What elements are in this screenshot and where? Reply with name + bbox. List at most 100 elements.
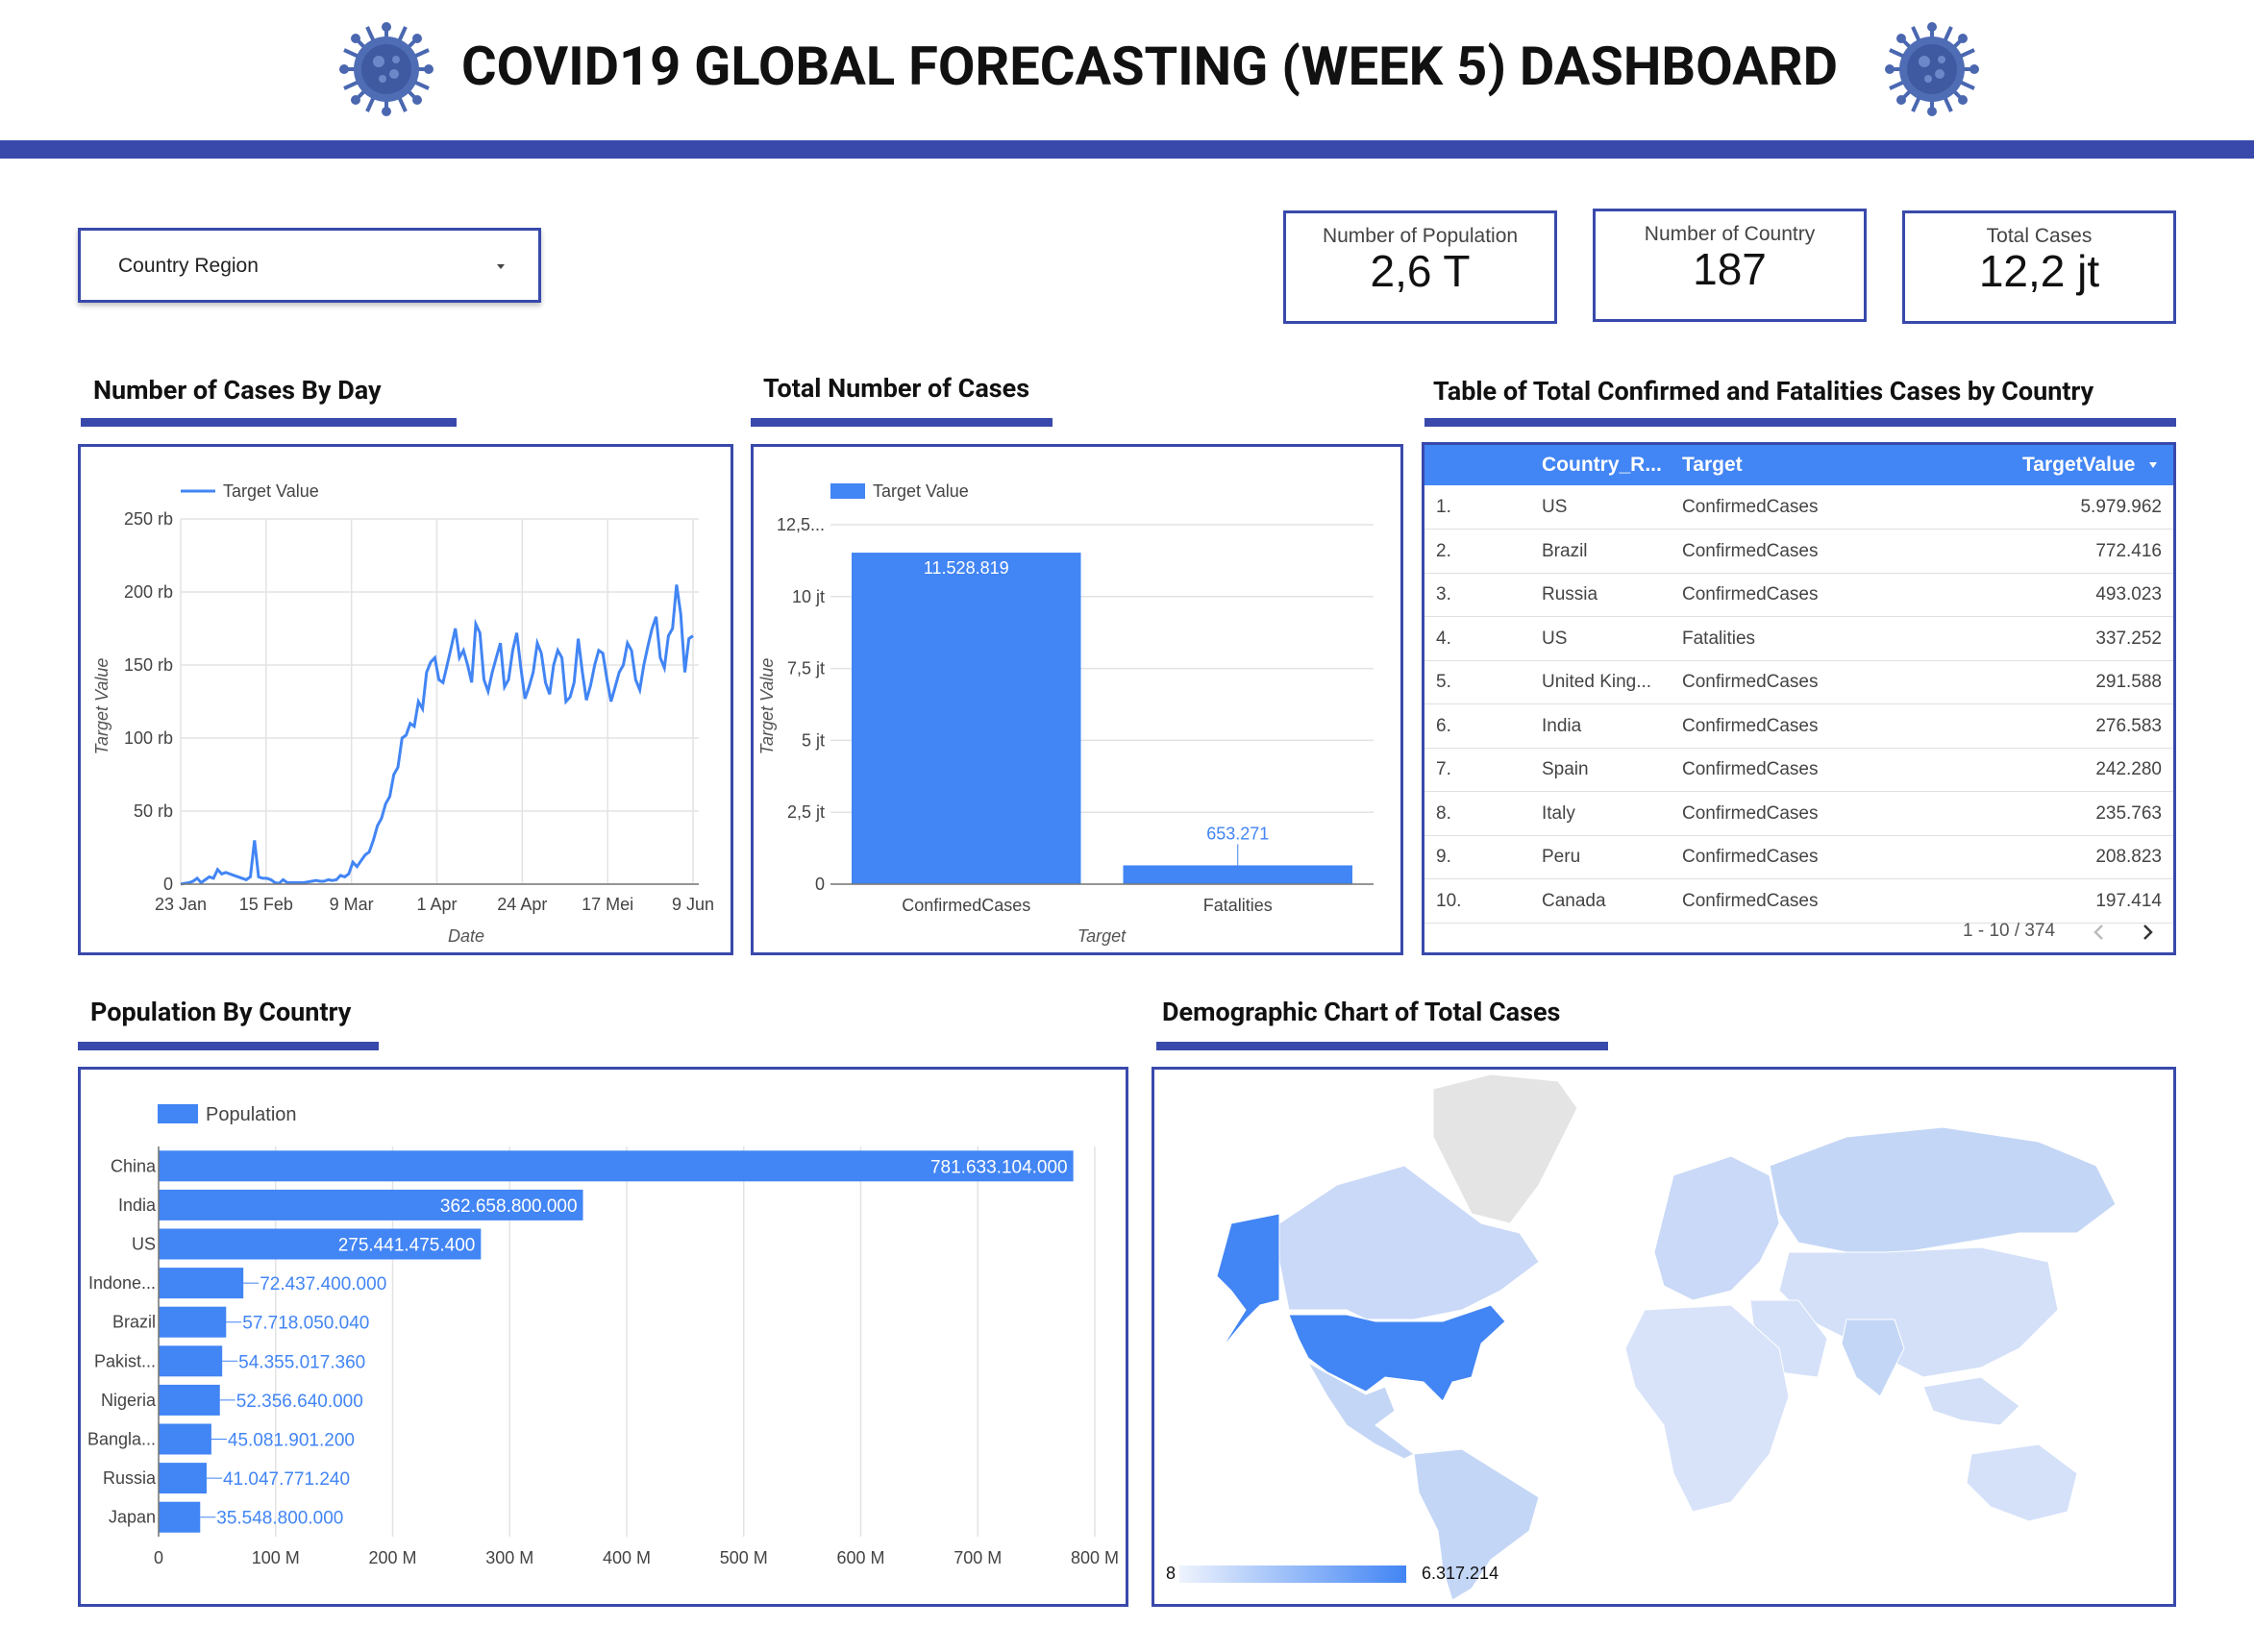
legend-label: Target Value [873, 481, 969, 501]
bar[interactable] [159, 1345, 223, 1377]
data-label: 653.271 [1206, 824, 1269, 843]
region-alaska[interactable] [1216, 1213, 1280, 1349]
bar[interactable] [159, 1423, 211, 1455]
table-row[interactable]: 6. India ConfirmedCases 276.583 [1424, 704, 2173, 749]
scorecard-value: 12,2 jt [1978, 246, 2100, 296]
table-row[interactable]: 5. United King... ConfirmedCases 291.588 [1424, 660, 2173, 704]
population-chart-panel: Population 0 100 M 200 M 300 M 400 M 500 M 600… [78, 1067, 1128, 1607]
y-tick-label: Brazil [112, 1313, 156, 1332]
cell-target: ConfirmedCases [1682, 802, 1819, 824]
section-underline [1424, 418, 2176, 427]
cell-country: US [1542, 497, 1568, 517]
region-usa[interactable] [1288, 1304, 1506, 1402]
cell-country: India [1542, 715, 1582, 736]
cell-target-value: 235.763 [2095, 802, 2162, 824]
column-header-target[interactable]: Target [1682, 454, 1743, 476]
data-label: 57.718.050.040 [242, 1314, 369, 1334]
y-tick-label: 150 rb [124, 655, 173, 675]
world-map[interactable]: 8 6.317.214 [1154, 1070, 2173, 1604]
x-tick-label: 300 M [485, 1548, 533, 1567]
bar[interactable] [159, 1268, 244, 1299]
region-mexico[interactable] [1306, 1361, 1415, 1460]
cell-country: United King... [1542, 672, 1652, 692]
region-southeast-asia[interactable] [1922, 1376, 2020, 1426]
cell-country: Russia [1542, 584, 1598, 604]
region-europe[interactable] [1653, 1155, 1780, 1301]
series-line [180, 584, 694, 886]
data-label: 35.548.800.000 [216, 1509, 343, 1529]
bar[interactable] [159, 1150, 1074, 1182]
region-africa[interactable] [1624, 1304, 1790, 1513]
section-underline [81, 418, 457, 427]
next-page-icon[interactable] [2139, 922, 2156, 943]
population-chart[interactable]: Population 0 100 M 200 M 300 M 400 M 500 M 600… [81, 1070, 1126, 1604]
cell-target: ConfirmedCases [1682, 540, 1819, 561]
table-row[interactable]: 9. Peru ConfirmedCases 208.823 [1424, 835, 2173, 879]
cell-target-value: 276.583 [2095, 715, 2162, 736]
y-tick-label: 250 rb [124, 509, 173, 529]
x-axis-title: Target [1077, 926, 1127, 946]
section-title-cases-by-day: Number of Cases By Day [93, 375, 382, 406]
y-tick-label: 2,5 jt [787, 802, 825, 822]
x-tick-label: 1 Apr [416, 895, 457, 914]
previous-page-icon[interactable] [2091, 922, 2108, 943]
table-row[interactable]: 7. Spain ConfirmedCases 242.280 [1424, 748, 2173, 792]
x-tick-label: 700 M [954, 1548, 1002, 1567]
bar[interactable] [159, 1306, 227, 1338]
region-canada[interactable] [1278, 1165, 1540, 1320]
region-russia[interactable] [1769, 1126, 2117, 1253]
y-tick-label: 100 rb [124, 728, 173, 748]
cell-country: Peru [1542, 847, 1581, 867]
region-greenland[interactable] [1432, 1073, 1578, 1224]
row-index: 6. [1436, 715, 1451, 736]
bar[interactable] [1123, 865, 1353, 884]
section-underline [78, 1042, 379, 1050]
region-south-america[interactable] [1413, 1448, 1540, 1601]
table-row[interactable]: 10. Canada ConfirmedCases 197.414 [1424, 879, 2173, 924]
table-body: 1. US ConfirmedCases 5.979.962 2. Brazil Confi… [1424, 485, 2173, 924]
table-row[interactable]: 8. Italy ConfirmedCases 235.763 [1424, 792, 2173, 836]
data-label: 41.047.771.240 [223, 1469, 350, 1490]
table-row[interactable]: 4. US Fatalities 337.252 [1424, 617, 2173, 661]
legend-swatch [830, 483, 865, 499]
table-row[interactable]: 2. Brazil ConfirmedCases 772.416 [1424, 530, 2173, 574]
x-tick-label: 9 Jun [672, 895, 714, 914]
region-australia[interactable] [1966, 1443, 2078, 1522]
bar[interactable] [159, 1189, 583, 1221]
bar[interactable] [159, 1384, 220, 1416]
cell-country: Brazil [1542, 540, 1588, 561]
data-label: 72.437.400.000 [260, 1274, 386, 1294]
y-tick-label: 0 [815, 875, 825, 894]
bar[interactable] [159, 1463, 207, 1494]
scorecard-country: Number of Country 187 [1593, 209, 1867, 322]
pagination-label: 1 - 10 / 374 [1963, 921, 2056, 941]
x-tick-label: 17 Mei [582, 895, 633, 914]
bar[interactable] [159, 1501, 201, 1533]
dropdown-arrow-icon[interactable] [494, 261, 508, 271]
scorecard-label: Number of Population [1322, 225, 1519, 247]
cell-country: Italy [1542, 802, 1575, 824]
bar-chart[interactable]: Target Value 0 2,5 jt 5 jt 7,5 jt 10 jt 12,5.… [754, 447, 1400, 952]
cell-target-value: 5.979.962 [2080, 497, 2162, 517]
table-row[interactable]: 1. US ConfirmedCases 5.979.962 [1424, 485, 2173, 530]
row-index: 3. [1436, 584, 1451, 604]
bar[interactable] [159, 1228, 482, 1260]
line-chart[interactable]: Target Value 0 50 rb 100 rb 150 rb 200 rb 250… [81, 447, 731, 952]
country-region-filter[interactable]: Country Region [78, 228, 541, 303]
row-index: 8. [1436, 802, 1451, 824]
region-india[interactable] [1841, 1319, 1905, 1397]
y-tick-label: 12,5... [777, 515, 825, 534]
column-header-country[interactable]: Country_R... [1542, 454, 1662, 476]
sort-desc-icon[interactable] [2147, 460, 2159, 470]
virus-icon [339, 22, 433, 116]
row-index: 10. [1436, 890, 1462, 911]
cell-country: US [1542, 628, 1568, 649]
column-header-target-value[interactable]: TargetValue [2022, 454, 2136, 476]
table-row[interactable]: 3. Russia ConfirmedCases 493.023 [1424, 573, 2173, 617]
x-tick-label: 500 M [720, 1548, 768, 1567]
row-index: 5. [1436, 672, 1451, 692]
y-tick-label: 7,5 jt [787, 659, 825, 678]
x-tick-label: 400 M [603, 1548, 651, 1567]
data-label: 54.355.017.360 [238, 1352, 365, 1372]
bar[interactable] [852, 553, 1081, 884]
